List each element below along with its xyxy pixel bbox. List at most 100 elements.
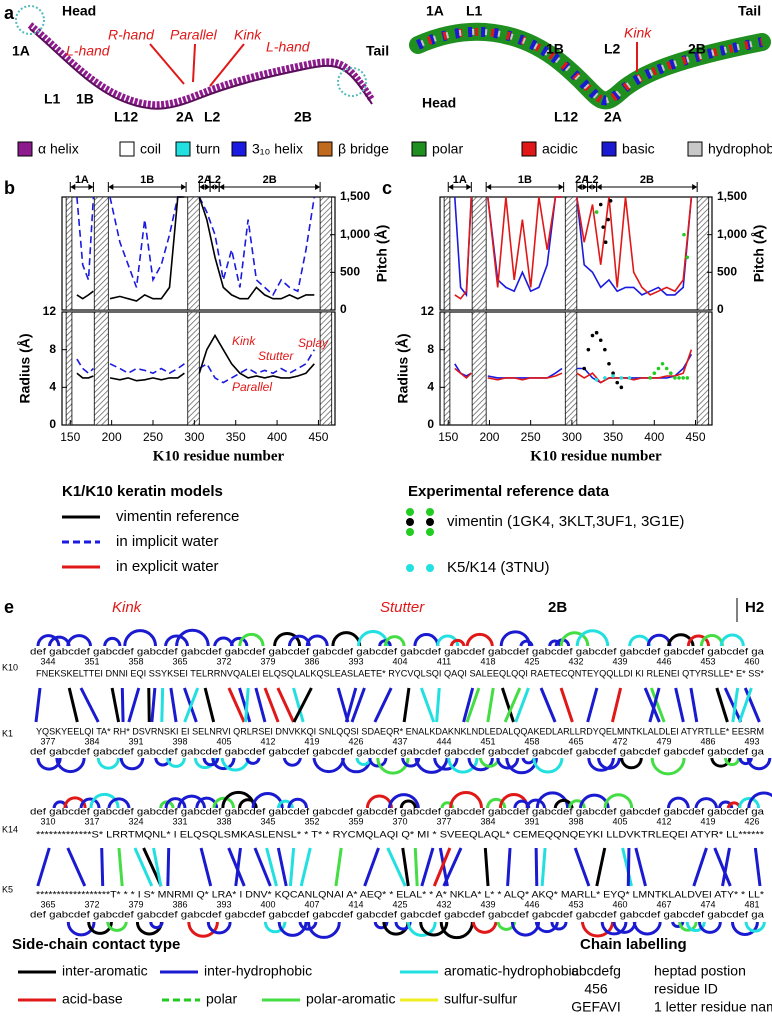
contact-arc — [699, 634, 724, 647]
contact-arc — [519, 639, 534, 647]
residue-number: 418 — [480, 656, 495, 666]
residue-number: 426 — [348, 736, 363, 746]
contact-arc — [119, 757, 145, 771]
cross-contact — [586, 687, 599, 723]
residue-number: 432 — [436, 899, 451, 909]
residue-number: 384 — [84, 736, 99, 746]
legend-dot — [426, 528, 434, 536]
residue-number: 393 — [216, 899, 231, 909]
residue-number: 444 — [436, 736, 451, 746]
contact-arc — [447, 757, 479, 774]
contact-arc — [559, 631, 590, 647]
segment-label: 2B — [640, 174, 654, 186]
experimental-point — [648, 376, 652, 380]
cross-contact — [401, 847, 410, 887]
cross-contact — [674, 687, 685, 723]
legend-label: heptad postion — [654, 963, 746, 979]
contact-arc — [467, 757, 494, 772]
contact-arc — [646, 633, 672, 647]
cross-contact — [539, 687, 557, 723]
x-tick-label: 350 — [226, 430, 246, 444]
y-tick-label: 1,000 — [340, 227, 370, 241]
contact-arc — [355, 757, 372, 766]
legend-dot — [406, 518, 414, 526]
experimental-point — [619, 376, 624, 380]
cross-contact — [199, 847, 213, 887]
contact-arc — [298, 921, 318, 931]
contact-arc — [724, 757, 741, 767]
structure-label: 2A — [176, 109, 194, 125]
legend-label: polar — [432, 141, 463, 157]
chain-name: K14 — [2, 824, 18, 834]
contact-arc — [96, 757, 120, 770]
legend-label: sulfur-sulfur — [444, 991, 517, 1007]
cross-contact — [610, 687, 623, 723]
cross-contact — [254, 687, 267, 723]
contact-arc — [710, 757, 732, 768]
x-axis-label: K10 residue number — [530, 448, 662, 464]
x-tick-label: 200 — [479, 430, 499, 444]
experimental-point — [603, 347, 607, 352]
residue-number: 400 — [260, 899, 275, 909]
cross-contact — [253, 847, 272, 887]
residue-number: 379 — [128, 899, 143, 909]
x-tick-label: 400 — [267, 430, 287, 444]
segment-arrowheads — [587, 184, 597, 190]
panel-label: b — [4, 178, 15, 198]
cross-contact — [559, 687, 574, 723]
contact-arc — [331, 631, 362, 647]
cross-contact — [67, 687, 79, 723]
contact-arc — [206, 921, 232, 935]
linker-region — [443, 196, 451, 311]
y-tick-label: 0 — [340, 302, 347, 316]
contact-arc — [211, 757, 236, 771]
y-tick-label: 500 — [340, 265, 360, 279]
panel-label: a — [4, 3, 15, 23]
heptad-row: def gabcdef gabcdef gabcdef gabcdef gabc… — [30, 646, 764, 656]
cross-contact — [503, 687, 522, 723]
contact-arc — [238, 798, 258, 809]
structure-label: 2B — [688, 41, 706, 57]
x-tick-label: 450 — [308, 430, 328, 444]
annotation: Splay — [298, 336, 329, 350]
contact-arc — [436, 634, 460, 647]
contact-arc — [678, 921, 698, 932]
cross-contact — [238, 687, 252, 723]
experimental-point — [586, 347, 591, 352]
segment-label: 2B — [263, 174, 277, 186]
residue-number: 465 — [568, 736, 583, 746]
sequence-row: YQSKYEELQI TA* RH* DSVRNSKI EI SELNRVI Q… — [36, 726, 764, 736]
experimental-point — [611, 374, 615, 378]
cross-contact — [133, 847, 154, 887]
cross-contact — [110, 687, 121, 723]
contact-arc — [357, 630, 389, 647]
contact-arc — [166, 757, 186, 768]
cross-contact — [234, 847, 242, 887]
cross-contact — [288, 847, 296, 887]
contact-arc — [282, 757, 302, 767]
cross-contact — [462, 687, 475, 723]
cross-contact — [649, 687, 666, 723]
contact-arc — [107, 797, 131, 809]
residue-number: 481 — [744, 899, 759, 909]
contact-arc — [532, 757, 564, 774]
segment-label: 1A — [453, 174, 467, 186]
segment-arrowheads — [576, 184, 588, 190]
experimental-point — [607, 361, 611, 366]
contact-arc — [154, 757, 172, 767]
contact-arc — [548, 639, 562, 647]
contact-arc — [213, 636, 234, 647]
region-label: H2 — [745, 599, 764, 616]
contact-arc — [534, 921, 559, 934]
residue-number: 386 — [172, 899, 187, 909]
residue-number: 458 — [524, 736, 539, 746]
residue-number: 426 — [744, 816, 759, 826]
contact-arc — [632, 921, 662, 936]
cross-contact — [117, 847, 124, 887]
experimental-point — [606, 217, 610, 222]
contact-arc — [685, 921, 706, 932]
legend-swatch — [601, 141, 617, 157]
contact-arc — [230, 636, 249, 647]
structure-label: L1 — [44, 91, 61, 107]
x-tick-label: 400 — [644, 430, 664, 444]
